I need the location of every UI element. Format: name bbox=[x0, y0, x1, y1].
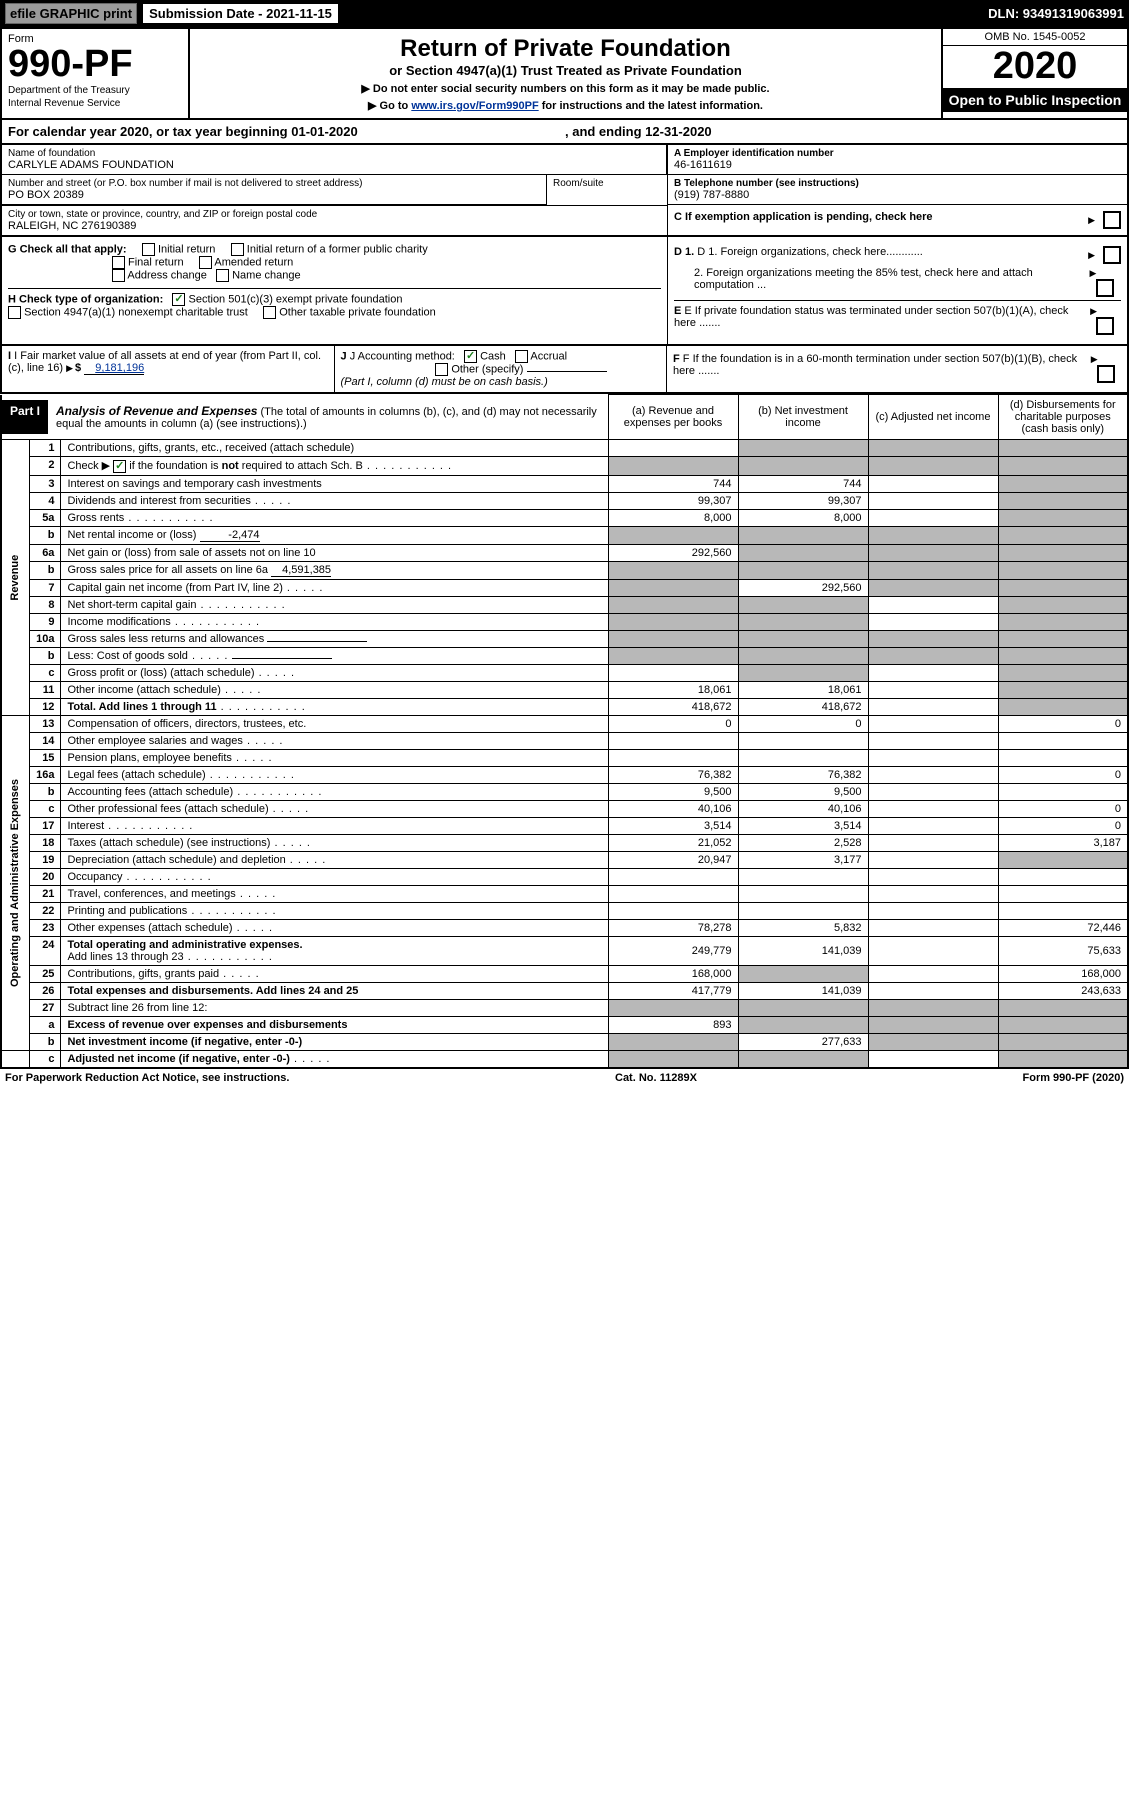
other-method-checkbox[interactable] bbox=[435, 363, 448, 376]
col-a: (a) Revenue and expenses per books bbox=[608, 395, 738, 440]
dln: DLN: 93491319063991 bbox=[988, 6, 1124, 21]
g-label: G Check all that apply: bbox=[8, 243, 127, 255]
part1-title: Analysis of Revenue and Expenses bbox=[56, 404, 257, 418]
calendar-year-row: For calendar year 2020, or tax year begi… bbox=[0, 120, 1129, 145]
paperwork-notice: For Paperwork Reduction Act Notice, see … bbox=[5, 1072, 289, 1084]
name-change-checkbox[interactable] bbox=[216, 269, 229, 282]
form-note1: ▶ Do not enter social security numbers o… bbox=[196, 82, 935, 95]
amended-checkbox[interactable] bbox=[199, 256, 212, 269]
col-b: (b) Net investment income bbox=[738, 395, 868, 440]
initial-former-checkbox[interactable] bbox=[231, 243, 244, 256]
d2-checkbox[interactable] bbox=[1096, 279, 1114, 297]
footer: For Paperwork Reduction Act Notice, see … bbox=[0, 1069, 1129, 1087]
cash-checkbox[interactable] bbox=[464, 350, 477, 363]
f-checkbox[interactable] bbox=[1097, 365, 1115, 383]
revenue-section: Revenue bbox=[1, 440, 30, 716]
h-label: H Check type of organization: bbox=[8, 293, 163, 305]
foundation-name: CARLYLE ADAMS FOUNDATION bbox=[8, 159, 660, 171]
form-title: Return of Private Foundation bbox=[196, 35, 935, 63]
ein-label: A Employer identification number bbox=[674, 148, 1121, 159]
name-label: Name of foundation bbox=[8, 148, 660, 159]
top-bar: efile GRAPHIC print Submission Date - 20… bbox=[0, 0, 1129, 27]
telephone: (919) 787-8880 bbox=[674, 189, 1121, 201]
omb-number: OMB No. 1545-0052 bbox=[943, 29, 1127, 46]
part1-label: Part I bbox=[2, 400, 48, 434]
irs: Internal Revenue Service bbox=[8, 98, 182, 109]
form990pf-link[interactable]: www.irs.gov/Form990PF bbox=[411, 100, 538, 112]
open-to-public: Open to Public Inspection bbox=[943, 88, 1127, 112]
r5b-value: -2,474 bbox=[200, 529, 260, 542]
part1-table: Part I Analysis of Revenue and Expenses … bbox=[0, 394, 1129, 1069]
fmv-value[interactable]: 9,181,196 bbox=[84, 362, 144, 375]
final-return-checkbox[interactable] bbox=[112, 256, 125, 269]
initial-return-checkbox[interactable] bbox=[142, 243, 155, 256]
info-block: Name of foundation CARLYLE ADAMS FOUNDAT… bbox=[0, 145, 1129, 237]
schb-checkbox[interactable] bbox=[113, 460, 126, 473]
address: PO BOX 20389 bbox=[8, 189, 540, 201]
tel-label: B Telephone number (see instructions) bbox=[674, 178, 1121, 189]
ein: 46-1611619 bbox=[674, 159, 1121, 171]
submission-date: Submission Date - 2021-11-15 bbox=[143, 4, 338, 23]
city: RALEIGH, NC 276190389 bbox=[8, 220, 661, 232]
room-label: Room/suite bbox=[547, 175, 667, 205]
other-taxable-checkbox[interactable] bbox=[263, 306, 276, 319]
accrual-checkbox[interactable] bbox=[515, 350, 528, 363]
col-d: (d) Disbursements for charitable purpose… bbox=[998, 395, 1128, 440]
form-subtitle: or Section 4947(a)(1) Trust Treated as P… bbox=[196, 63, 935, 78]
501c3-checkbox[interactable] bbox=[172, 293, 185, 306]
tax-year: 2020 bbox=[943, 46, 1127, 88]
4947-checkbox[interactable] bbox=[8, 306, 21, 319]
dept: Department of the Treasury bbox=[8, 85, 182, 96]
c-checkbox[interactable] bbox=[1103, 211, 1121, 229]
col-c: (c) Adjusted net income bbox=[868, 395, 998, 440]
c-label: C If exemption application is pending, c… bbox=[674, 211, 933, 223]
form-header: Form 990-PF Department of the Treasury I… bbox=[0, 27, 1129, 120]
cat-no: Cat. No. 11289X bbox=[615, 1072, 697, 1084]
mid-block: I I Fair market value of all assets at e… bbox=[0, 346, 1129, 394]
city-label: City or town, state or province, country… bbox=[8, 209, 661, 220]
expenses-section: Operating and Administrative Expenses bbox=[1, 715, 30, 1050]
form-note2: ▶ Go to www.irs.gov/Form990PF for instru… bbox=[196, 99, 935, 112]
form-number: 990-PF bbox=[8, 45, 182, 83]
addr-label: Number and street (or P.O. box number if… bbox=[8, 178, 540, 189]
form-ref: Form 990-PF (2020) bbox=[1023, 1072, 1124, 1084]
e-checkbox[interactable] bbox=[1096, 317, 1114, 335]
checks-block: G Check all that apply: Initial return I… bbox=[0, 237, 1129, 346]
year-end: 12-31-2020 bbox=[645, 124, 712, 139]
efile-button[interactable]: efile GRAPHIC print bbox=[5, 3, 137, 24]
r6b-value: 4,591,385 bbox=[271, 564, 331, 577]
year-begin: 01-01-2020 bbox=[291, 124, 358, 139]
address-change-checkbox[interactable] bbox=[112, 269, 125, 282]
d1-checkbox[interactable] bbox=[1103, 246, 1121, 264]
